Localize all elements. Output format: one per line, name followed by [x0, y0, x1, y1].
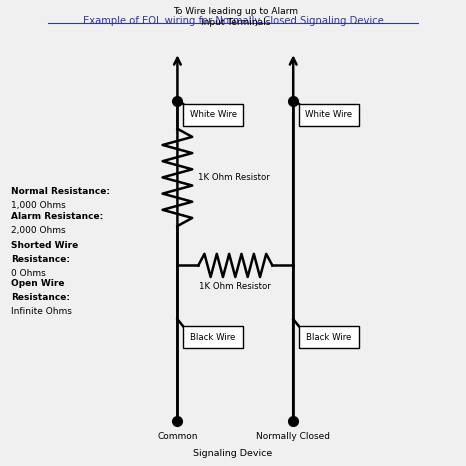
Text: Normal Resistance:: Normal Resistance: [11, 187, 110, 196]
Text: Black Wire: Black Wire [191, 333, 236, 342]
Text: Alarm Resistance:: Alarm Resistance: [11, 212, 103, 221]
Text: Signaling Device: Signaling Device [193, 449, 273, 458]
Text: 1K Ohm Resistor: 1K Ohm Resistor [198, 173, 270, 182]
FancyBboxPatch shape [183, 104, 243, 126]
Text: To Wire leading up to Alarm
Input Terminals: To Wire leading up to Alarm Input Termin… [173, 7, 298, 27]
Text: 0 Ohms: 0 Ohms [11, 269, 45, 278]
Text: Common: Common [157, 432, 198, 441]
FancyBboxPatch shape [183, 326, 243, 349]
Text: 1,000 Ohms: 1,000 Ohms [11, 200, 65, 210]
Text: Example of EOL wiring for Normally Closed Signaling Device: Example of EOL wiring for Normally Close… [82, 16, 384, 26]
Text: White Wire: White Wire [190, 110, 237, 119]
Text: Resistance:: Resistance: [11, 293, 69, 302]
Text: Black Wire: Black Wire [306, 333, 351, 342]
FancyBboxPatch shape [299, 104, 359, 126]
Text: Infinite Ohms: Infinite Ohms [11, 307, 71, 316]
Text: Shorted Wire: Shorted Wire [11, 241, 78, 250]
Text: Normally Closed: Normally Closed [256, 432, 330, 441]
Text: 1K Ohm Resistor: 1K Ohm Resistor [199, 281, 271, 291]
Text: Open Wire: Open Wire [11, 279, 64, 288]
FancyBboxPatch shape [299, 326, 359, 349]
Text: White Wire: White Wire [305, 110, 352, 119]
Text: Resistance:: Resistance: [11, 255, 69, 264]
Text: 2,000 Ohms: 2,000 Ohms [11, 226, 65, 235]
